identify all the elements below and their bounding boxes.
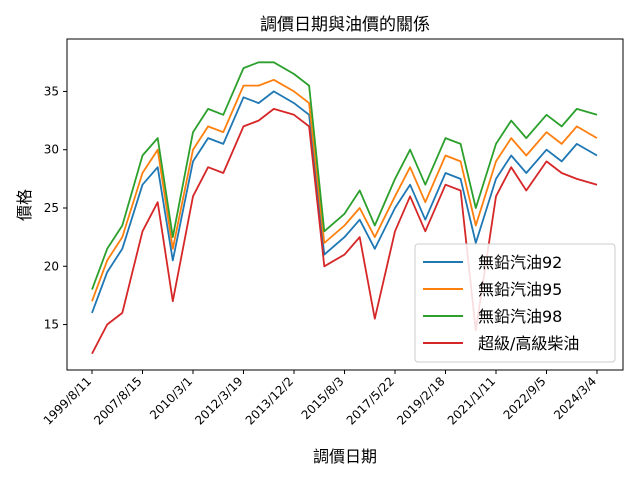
x-tick-label: 2017/5/22 (344, 374, 397, 427)
x-tick-label: 2012/3/19 (192, 374, 245, 427)
x-tick-label: 2007/8/15 (91, 374, 144, 427)
y-tick-label: 20 (44, 259, 59, 273)
series-line-1 (91, 90, 598, 314)
legend-box (414, 243, 616, 363)
series-line-4 (91, 108, 598, 355)
x-tick-label: 2013/12/2 (243, 374, 296, 427)
series-line-3 (91, 61, 598, 290)
y-tick-label: 35 (44, 84, 59, 98)
x-tick-label: 2019/2/18 (394, 374, 447, 427)
y-axis: 15 20 25 30 35 (44, 84, 67, 332)
y-axis-label: 價格 (15, 189, 34, 221)
y-tick-label: 15 (44, 318, 59, 332)
legend-label: 超級/高級柴油 (478, 334, 579, 353)
series-line-2 (91, 78, 598, 302)
x-tick-label: 2024/3/4 (551, 374, 599, 422)
x-tick-label: 2010/3/1 (147, 374, 195, 422)
legend-label: 無鉛汽油98 (478, 307, 562, 326)
x-tick-label: 2022/9/5 (501, 374, 549, 422)
x-tick-label: 2015/8/3 (299, 374, 347, 422)
x-tick-label: 2021/1/11 (445, 374, 498, 427)
y-tick-label: 25 (44, 201, 59, 215)
legend: 無鉛汽油92 無鉛汽油95 無鉛汽油98 超級/高級柴油 (414, 243, 616, 363)
x-tick-label: 1999/8/11 (41, 374, 94, 427)
legend-label: 無鉛汽油92 (478, 253, 562, 272)
x-axis-label: 調價日期 (313, 447, 377, 466)
chart-title: 調價日期與油價的關係 (260, 15, 430, 35)
y-tick-label: 30 (44, 143, 59, 157)
legend-label: 無鉛汽油95 (478, 280, 562, 299)
